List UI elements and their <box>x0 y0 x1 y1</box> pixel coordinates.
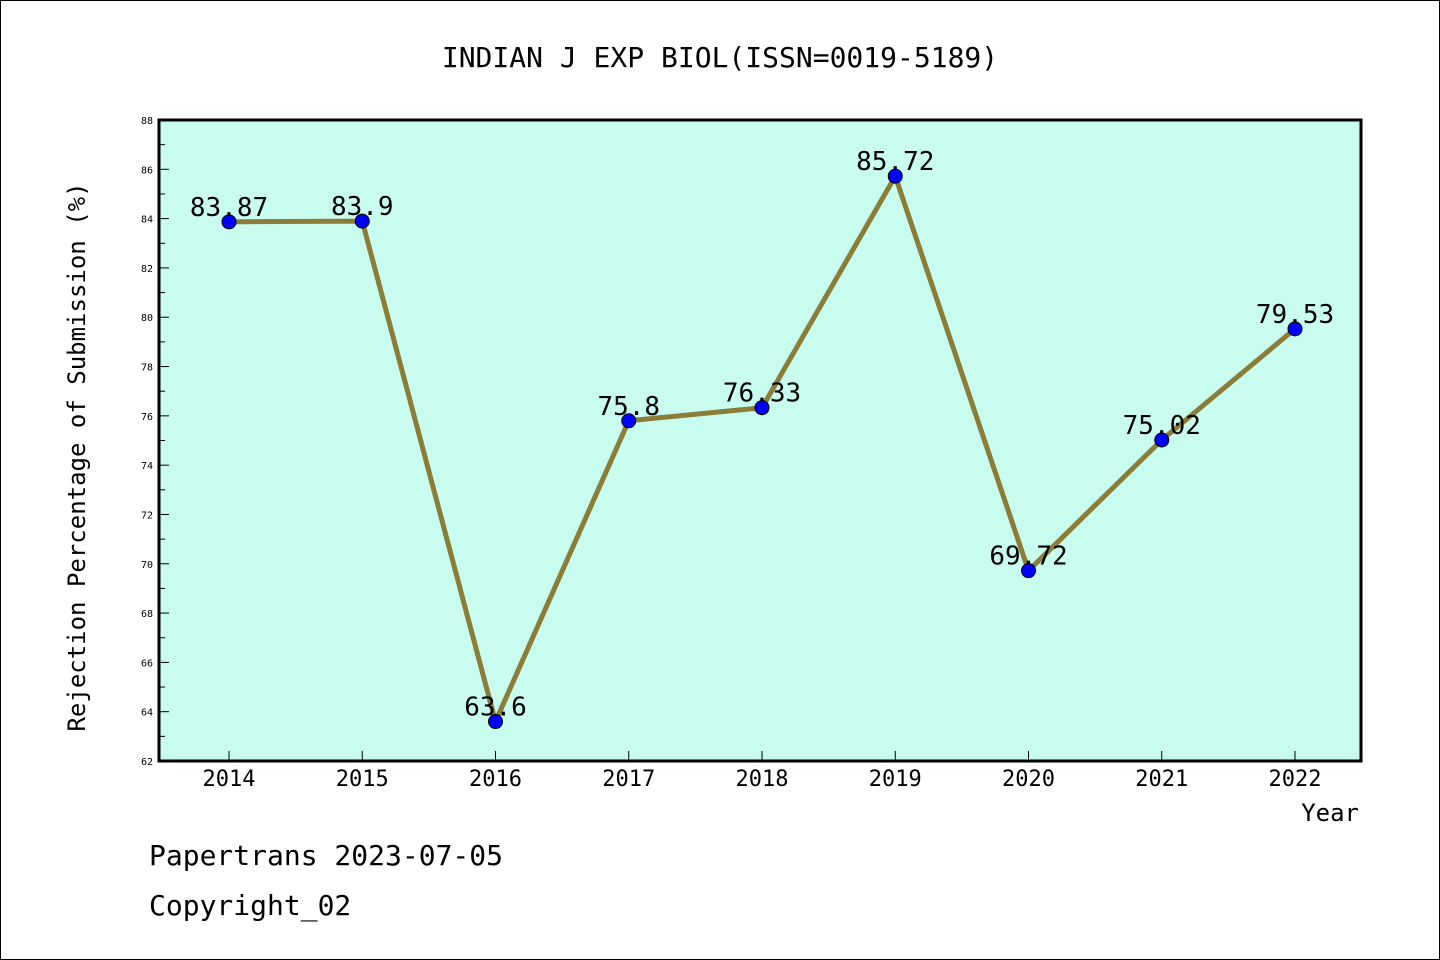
x-axis-title: Year <box>1301 799 1359 827</box>
footer-copyright: Copyright_02 <box>149 889 351 923</box>
x-tick-label: 2018 <box>736 767 789 792</box>
data-label: 75.02 <box>1123 411 1201 441</box>
y-tick-label: 86 <box>141 165 153 176</box>
footer-date: Papertrans 2023-07-05 <box>149 839 503 872</box>
y-tick-label: 88 <box>141 116 153 127</box>
y-tick-label: 80 <box>141 313 153 324</box>
data-point <box>488 714 503 730</box>
data-label: 63.6 <box>464 693 527 723</box>
y-tick-label: 64 <box>141 708 153 719</box>
y-tick-label: 62 <box>141 757 153 768</box>
y-tick-label: 76 <box>141 412 153 423</box>
data-point <box>621 413 637 429</box>
x-tick-label: 2015 <box>336 767 389 792</box>
data-point <box>887 168 903 184</box>
data-label: 85.72 <box>856 147 934 177</box>
data-label: 75.8 <box>597 392 660 422</box>
x-axis: 2014 2015 2016 2017 2018 2019 2020 2021 2022 <box>203 751 1322 792</box>
x-tick-label: 2014 <box>203 767 256 792</box>
y-tick-label: 68 <box>141 609 153 620</box>
y-tick-label: 78 <box>141 363 153 374</box>
data-labels: 83.87 83.9 63.6 75.8 76.33 85.72 69.72 75.02 79.… <box>190 147 1334 722</box>
x-tick-label: 2017 <box>602 767 655 792</box>
y-tick-label: 74 <box>141 461 153 472</box>
data-point <box>1021 563 1036 579</box>
data-label: 79.53 <box>1256 300 1334 330</box>
data-point <box>1287 321 1303 337</box>
x-tick-label: 2016 <box>469 767 522 792</box>
chart-title: INDIAN J EXP BIOL(ISSN=0019-5189) <box>442 41 998 74</box>
y-axis: 62 64 66 68 70 72 74 76 78 80 82 84 86 88 <box>141 116 169 768</box>
y-tick-label: 70 <box>141 560 153 571</box>
series-line <box>221 168 1303 730</box>
y-axis-title: Rejection Percentage of Submission (%) <box>63 182 91 731</box>
data-point <box>754 400 770 416</box>
x-tick-label: 2019 <box>869 767 922 792</box>
y-tick-label: 66 <box>141 658 153 669</box>
y-tick-label: 82 <box>141 264 153 275</box>
data-label: 76.33 <box>723 379 801 409</box>
y-tick-label: 84 <box>141 215 153 226</box>
x-tick-label: 2020 <box>1002 767 1055 792</box>
data-point <box>354 213 370 229</box>
x-tick-label: 2021 <box>1135 767 1188 792</box>
data-label: 69.72 <box>989 542 1067 572</box>
data-label: 83.87 <box>190 193 268 223</box>
data-label: 83.9 <box>331 192 394 222</box>
data-point <box>1154 432 1170 448</box>
data-point <box>221 214 237 230</box>
y-tick-label: 72 <box>141 510 153 521</box>
x-tick-label: 2022 <box>1269 767 1322 792</box>
